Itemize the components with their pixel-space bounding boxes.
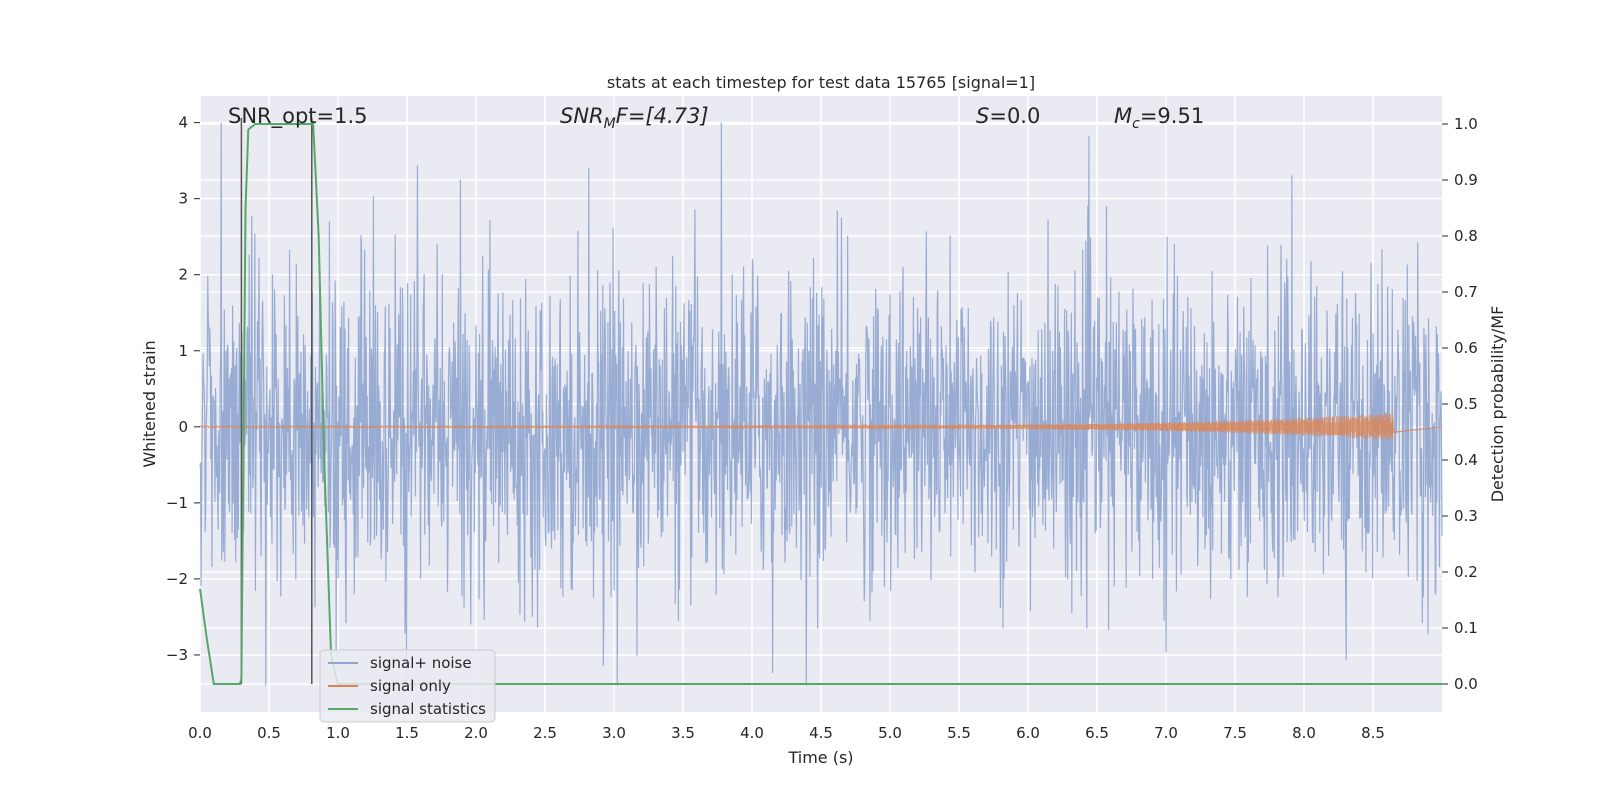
signal-noise-line bbox=[199, 122, 1443, 686]
snr-mf-subscript: M bbox=[604, 116, 616, 132]
y2-tick-label-10: 1.0 bbox=[1454, 115, 1478, 133]
y-tick-label-7: 4 bbox=[178, 114, 188, 132]
x-tick-label-12: 6.0 bbox=[1016, 724, 1040, 742]
x-tick-label-10: 5.0 bbox=[878, 724, 902, 742]
y-tick-label-6: 3 bbox=[178, 190, 188, 208]
y-tick-label-1: −2 bbox=[166, 570, 188, 588]
x-tick-label-1: 0.5 bbox=[257, 724, 281, 742]
x-tick-label-11: 5.5 bbox=[947, 724, 971, 742]
x-tick-label-15: 7.5 bbox=[1223, 724, 1247, 742]
mc-subscript: c bbox=[1132, 116, 1140, 132]
legend-box bbox=[319, 649, 496, 723]
signal-only-line bbox=[199, 413, 1443, 440]
x-tick-label-8: 4.0 bbox=[740, 724, 764, 742]
y-tick-label-4: 1 bbox=[178, 342, 188, 360]
y-axis-ticks: −3 −2 −1 0 1 2 3 4 bbox=[166, 114, 200, 664]
y2-tick-label-8: 0.8 bbox=[1454, 227, 1478, 245]
y-tick-label-5: 2 bbox=[178, 266, 188, 284]
x-tick-label-2: 1.0 bbox=[326, 724, 350, 742]
y-axis-label: Whitened strain bbox=[140, 340, 159, 467]
y2-axis-ticks: 0.0 0.1 0.2 0.3 0.4 0.5 0.6 0.7 0.8 0.9 1.0 bbox=[1442, 115, 1478, 693]
x-tick-label-5: 2.5 bbox=[533, 724, 557, 742]
x-tick-label-4: 2.0 bbox=[464, 724, 488, 742]
signal-statistics-series bbox=[199, 123, 1442, 685]
x-tick-label-0: 0.0 bbox=[188, 724, 212, 742]
y2-tick-label-0: 0.0 bbox=[1454, 675, 1478, 693]
annotation-mc: Mc=9.51 bbox=[1114, 104, 1204, 132]
x-tick-label-7: 3.5 bbox=[671, 724, 695, 742]
x-tick-label-3: 1.5 bbox=[395, 724, 419, 742]
x-tick-label-14: 7.0 bbox=[1154, 724, 1178, 742]
signal-statistics-line bbox=[199, 123, 1442, 685]
legend-label-signal-statistics: signal statistics bbox=[370, 700, 486, 718]
y2-axis-label: Detection probability/MF bbox=[1488, 306, 1507, 503]
mc-value: =9.51 bbox=[1140, 104, 1204, 128]
y2-tick-label-7: 0.7 bbox=[1454, 283, 1478, 301]
y2-tick-label-4: 0.4 bbox=[1454, 451, 1478, 469]
signal-only-series bbox=[199, 413, 1443, 440]
y2-tick-label-2: 0.2 bbox=[1454, 563, 1478, 581]
signal-noise-series bbox=[199, 122, 1443, 686]
annotation-snr-mf: SNRMF=[4.73] bbox=[560, 104, 709, 132]
x-axis-ticks: 0.0 0.5 1.0 1.5 2.0 2.5 3.0 3.5 4.0 4.5 5.0 5.5 6.0 6… bbox=[188, 724, 1385, 742]
annotation-s: S=0.0 bbox=[976, 104, 1040, 128]
snr-mf-value: F=[4.73] bbox=[616, 104, 709, 128]
y-tick-label-3: 0 bbox=[178, 418, 188, 436]
s-symbol: S bbox=[976, 104, 989, 128]
legend-label-signal-only: signal only bbox=[370, 677, 451, 695]
y2-tick-label-6: 0.6 bbox=[1454, 339, 1478, 357]
y2-tick-label-5: 0.5 bbox=[1454, 395, 1478, 413]
y-tick-label-0: −3 bbox=[166, 646, 188, 664]
x-tick-label-13: 6.5 bbox=[1085, 724, 1109, 742]
s-value: =0.0 bbox=[989, 104, 1040, 128]
x-tick-label-17: 8.5 bbox=[1361, 724, 1385, 742]
x-axis-label: Time (s) bbox=[787, 748, 853, 767]
y-tick-label-2: −1 bbox=[166, 494, 188, 512]
x-tick-label-6: 3.0 bbox=[602, 724, 626, 742]
chart-title: stats at each timestep for test data 157… bbox=[607, 73, 1035, 92]
legend-label-signal-noise: signal+ noise bbox=[370, 654, 472, 672]
legend: signal+ noise signal only signal statist… bbox=[319, 649, 496, 723]
y2-tick-label-9: 0.9 bbox=[1454, 171, 1478, 189]
x-tick-label-9: 4.5 bbox=[809, 724, 833, 742]
mc-symbol: M bbox=[1114, 104, 1132, 128]
x-tick-label-16: 8.0 bbox=[1292, 724, 1316, 742]
snr-mf-symbol: SNR bbox=[560, 104, 604, 128]
annotation-snr-opt: SNR_opt=1.5 bbox=[228, 104, 368, 129]
y2-tick-label-1: 0.1 bbox=[1454, 619, 1478, 637]
y2-tick-label-3: 0.3 bbox=[1454, 507, 1478, 525]
